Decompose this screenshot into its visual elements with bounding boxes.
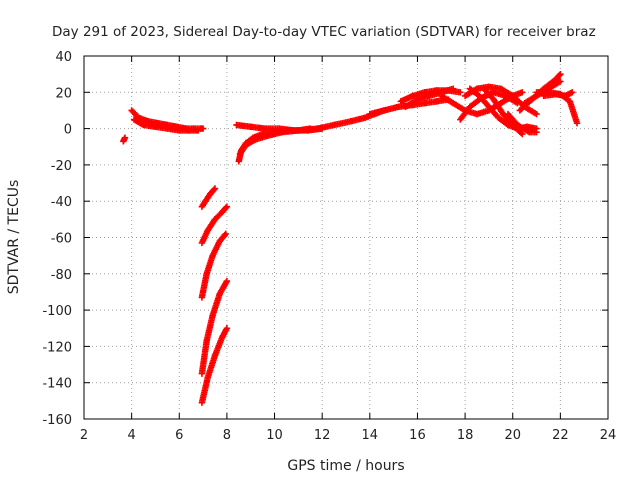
series-arc-isolated (120, 134, 129, 145)
series-arc-drop-5 (198, 325, 231, 406)
x-tick-label: 4 (127, 428, 135, 443)
series-arc-late-5 (504, 110, 540, 136)
data-point (121, 134, 129, 141)
data-points (120, 70, 581, 406)
series-arc-rise-2 (366, 96, 452, 118)
series-arc-late-4 (540, 89, 576, 100)
y-axis-label: SDTVAR / TECUs (6, 180, 22, 295)
data-point (457, 89, 464, 96)
chart-title: Day 291 of 2023, Sidereal Day-to-day VTE… (52, 24, 596, 40)
data-point (221, 231, 228, 239)
x-axis-label: GPS time / hours (287, 458, 404, 474)
data-point (222, 230, 229, 238)
series-arc-drop-3 (198, 230, 229, 301)
x-tick-label: 2 (80, 428, 88, 443)
data-point (223, 277, 231, 285)
data-point (557, 70, 564, 78)
x-tick-label: 10 (266, 428, 283, 443)
data-point (449, 85, 457, 92)
data-point (556, 72, 563, 79)
series-arc-drop-2 (198, 203, 231, 247)
y-tick-label: 0 (64, 123, 72, 138)
x-tick-label: 12 (314, 428, 331, 443)
y-tick-label: -100 (42, 304, 72, 319)
y-tick-label: -160 (42, 413, 72, 428)
data-point (569, 89, 576, 96)
series-arc-morning-2 (130, 116, 202, 134)
data-point (210, 186, 218, 193)
x-tick-label: 20 (504, 428, 521, 443)
y-tick-label: 20 (55, 86, 72, 101)
data-point (557, 78, 564, 85)
data-point (199, 125, 207, 132)
y-axis-tick-labels: -160 -140 -120 -100 -80 -60 -40 -20 0 20 40 (42, 50, 72, 428)
x-tick-label: 16 (409, 428, 426, 443)
data-point (519, 89, 526, 96)
series-arc-upper-2 (402, 85, 457, 111)
data-point (222, 204, 230, 211)
x-tick-label: 8 (223, 428, 231, 443)
data-point (211, 185, 219, 192)
y-tick-label: -60 (51, 232, 72, 247)
y-tick-label: -20 (51, 159, 72, 174)
data-point (519, 130, 526, 138)
series-arc-drop-4 (198, 277, 231, 377)
data-point (223, 203, 231, 210)
x-axis-tick-labels: 2 4 6 8 10 12 14 16 18 20 22 24 (80, 428, 616, 443)
x-tick-label: 24 (600, 428, 617, 443)
x-tick-label: 22 (552, 428, 569, 443)
y-tick-label: -120 (42, 340, 72, 355)
x-tick-label: 6 (175, 428, 183, 443)
data-point (533, 110, 540, 118)
data-point (533, 129, 540, 136)
data-point (195, 127, 202, 134)
y-tick-label: 40 (55, 50, 72, 65)
data-point (223, 325, 231, 332)
y-tick-label: -40 (51, 195, 72, 210)
y-tick-label: -140 (42, 377, 72, 392)
y-tick-label: -80 (51, 268, 72, 283)
data-point (573, 119, 581, 127)
axis-ticks (83, 55, 609, 420)
x-tick-label: 14 (362, 428, 379, 443)
data-point (517, 129, 525, 137)
x-tick-label: 18 (457, 428, 474, 443)
series-arc-drop-1 (198, 185, 219, 210)
